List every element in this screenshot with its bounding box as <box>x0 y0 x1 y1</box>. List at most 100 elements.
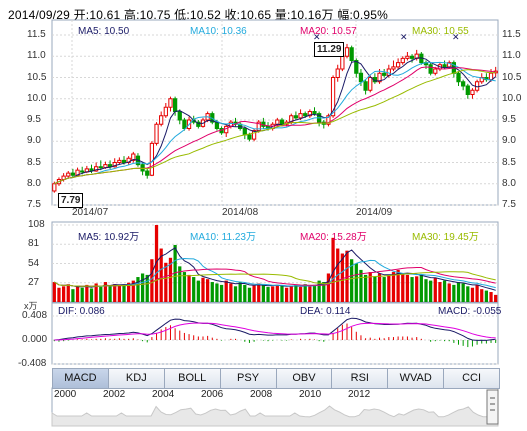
volume-bar <box>447 283 451 302</box>
volume-bar <box>103 282 108 302</box>
price-axis-label-left: 10.0 <box>27 92 47 104</box>
volume-bar <box>289 286 293 302</box>
volume-bar <box>433 277 437 302</box>
macd-axis-label: 0.000 <box>22 334 48 345</box>
volume-bar <box>187 274 191 302</box>
tab-kdj[interactable]: KDJ <box>109 369 165 388</box>
dea-line <box>54 322 496 341</box>
volume-bar <box>80 287 84 302</box>
candle-body <box>289 115 294 123</box>
volume-bar <box>219 284 224 302</box>
split-marker-icon: ✕ <box>452 33 460 43</box>
candle-body <box>344 47 350 57</box>
volume-bar <box>298 287 303 302</box>
split-marker-icon: ✕ <box>313 33 321 43</box>
legend-ma5: MA5: 10.50 <box>78 26 130 37</box>
candle-body <box>94 166 99 172</box>
candle-body <box>168 98 173 108</box>
candle-body <box>66 172 71 177</box>
candle-body <box>335 68 340 78</box>
volume-bar <box>363 274 368 302</box>
candle-body <box>382 72 387 76</box>
volume-bar <box>196 280 200 302</box>
candle-body <box>224 125 229 134</box>
ma20-line <box>54 66 496 185</box>
candle-body <box>298 113 303 119</box>
volume-bar <box>243 284 247 302</box>
timeline-year-label: 2012 <box>348 389 371 400</box>
volume-bar <box>206 279 210 302</box>
price-axis-label-left: 11.0 <box>27 50 46 62</box>
volume-bar <box>312 284 317 302</box>
volume-bar <box>377 273 382 302</box>
volume-bar <box>354 263 358 302</box>
candle-body <box>103 164 108 169</box>
volume-bar <box>405 274 410 302</box>
candle-body <box>145 170 150 176</box>
candle-body <box>433 68 438 74</box>
date-label-sep: 2014/09 <box>356 207 393 218</box>
tab-macd[interactable]: MACD <box>53 369 109 388</box>
moving-average-lines <box>54 57 497 185</box>
macd-panel-frame <box>51 302 499 365</box>
tab-obv[interactable]: OBV <box>277 369 333 388</box>
candle-body <box>196 121 201 127</box>
candle-body <box>52 183 57 192</box>
tab-cci[interactable]: CCI <box>462 372 482 384</box>
split-marker-icon: ✕ <box>400 33 408 43</box>
volume-bar <box>350 259 354 302</box>
candle-body <box>177 111 182 121</box>
tab-rsi[interactable]: RSI <box>332 369 389 388</box>
volume-bar <box>140 273 145 302</box>
macd-axis-label: 0.408 <box>22 310 48 321</box>
volume-bar <box>127 282 131 302</box>
tab-wvad[interactable]: WVAD <box>388 369 445 388</box>
volume-bar <box>391 272 396 302</box>
volume-bar <box>452 284 456 302</box>
candle-body <box>465 85 470 95</box>
volume-bar <box>475 284 479 302</box>
price-axis-label-right: 8.0 <box>502 177 516 189</box>
candle-body <box>131 153 136 161</box>
candle-body <box>214 121 220 129</box>
price-axis-label-left: 8.0 <box>27 177 41 189</box>
volume-bar <box>145 274 149 302</box>
volume-bar <box>489 292 493 302</box>
candle-body <box>159 115 164 125</box>
timeline-year-label: 2002 <box>103 389 126 400</box>
timeline-navigator <box>51 387 499 427</box>
date-label-jul: 2014/07 <box>72 207 109 218</box>
volume-bar <box>52 282 56 302</box>
volume-bar <box>94 283 98 302</box>
volume-bar <box>117 284 121 302</box>
low-annotation: 7.79 <box>58 193 84 208</box>
candle-body <box>326 115 331 125</box>
volume-bar <box>224 280 228 302</box>
timeline-year-label: 2000 <box>54 389 77 400</box>
candle-body <box>330 77 336 117</box>
volume-bar <box>461 283 465 302</box>
legend-ma30: MA30: 10.55 <box>412 26 469 37</box>
volume-bar <box>322 282 326 302</box>
timeline-year-label: 2010 <box>299 389 322 400</box>
volume-bar <box>173 244 177 302</box>
candle-body <box>442 64 447 68</box>
legend-ma20: MA20: 10.57 <box>300 26 357 37</box>
vol-legend-ma30: MA30: 19.45万 <box>412 232 479 243</box>
candle-body <box>470 89 475 95</box>
price-axis-label-right: 9.5 <box>502 114 516 125</box>
vol-legend-ma5: MA5: 10.92万 <box>78 232 140 243</box>
volume-ma-lines <box>54 247 496 291</box>
volume-bar <box>192 277 196 302</box>
volume-bar <box>470 287 475 302</box>
tab-psy[interactable]: PSY <box>221 369 277 388</box>
quote-header: 2014/09/29 开:10.61 高:10.75 低:10.52 收:10.… <box>8 8 389 22</box>
volume-bar <box>368 272 372 302</box>
timeline-range-handle[interactable] <box>486 389 499 425</box>
tab-boll[interactable]: BOLL <box>165 369 221 388</box>
timeline-year-label: 2008 <box>250 389 273 400</box>
candle-body <box>98 166 103 169</box>
volume-bar <box>317 280 321 302</box>
volume-bar <box>136 277 140 302</box>
